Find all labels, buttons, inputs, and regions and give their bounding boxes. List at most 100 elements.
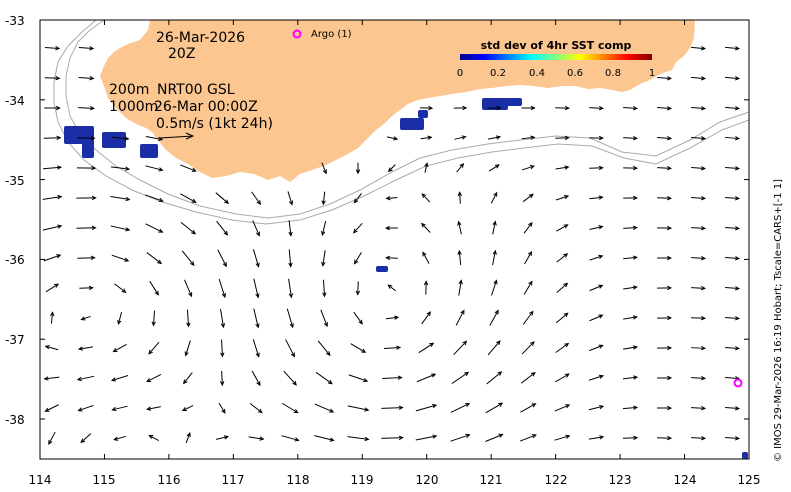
- current-vector: [421, 311, 431, 325]
- x-tick-label: 119: [351, 473, 374, 487]
- current-vector: [422, 251, 430, 264]
- product-label: NRT00 GSL: [157, 82, 235, 98]
- current-vector: [691, 406, 707, 411]
- map-time: 20Z: [168, 46, 195, 62]
- colorbar-tick: 0.4: [529, 68, 545, 79]
- current-vector: [458, 279, 463, 296]
- current-vector: [44, 75, 61, 81]
- current-vector: [42, 194, 63, 200]
- current-vector: [691, 226, 707, 231]
- current-vector: [215, 192, 230, 205]
- current-vector: [76, 195, 97, 201]
- sst-variability-patches: [64, 98, 748, 459]
- current-vector: [657, 375, 673, 381]
- current-vector: [248, 436, 265, 441]
- colorbar-tick: 0: [457, 68, 463, 79]
- current-vector: [110, 195, 131, 202]
- current-vector: [457, 220, 462, 235]
- current-vector: [556, 224, 569, 232]
- sst-patch: [82, 138, 94, 158]
- current-vector: [725, 226, 741, 231]
- x-tick-label: 116: [158, 473, 181, 487]
- current-vector: [657, 315, 673, 321]
- current-vector: [321, 250, 326, 267]
- current-vector: [555, 165, 570, 170]
- current-vector: [111, 405, 128, 412]
- current-vector: [556, 282, 569, 294]
- current-vector: [725, 256, 741, 261]
- current-vector: [283, 370, 297, 386]
- current-vector: [451, 371, 470, 385]
- current-vector: [691, 256, 707, 261]
- analysis-time: 26-Mar 00:00Z: [154, 99, 258, 115]
- current-vector: [622, 375, 639, 380]
- current-vector: [556, 253, 569, 263]
- x-tick-label: 117: [222, 473, 245, 487]
- current-vector: [453, 340, 468, 356]
- current-vector: [42, 224, 63, 231]
- current-vector: [421, 193, 431, 203]
- colorbar-tick: 0.6: [567, 68, 583, 79]
- current-vector: [77, 346, 94, 351]
- current-vector: [288, 220, 293, 237]
- current-vector: [487, 135, 502, 140]
- current-vector: [457, 249, 462, 266]
- current-vector: [77, 255, 96, 261]
- current-vector: [725, 196, 741, 201]
- label-200m: 200m: [109, 82, 149, 98]
- current-vector: [50, 311, 55, 324]
- current-vector: [44, 345, 59, 351]
- x-axis-labels: 114 115 116 117 118 119 120 121 122 123 …: [29, 473, 761, 487]
- current-vector: [589, 254, 604, 261]
- current-vector: [487, 105, 502, 111]
- current-vector: [691, 315, 707, 321]
- current-vector: [588, 435, 605, 440]
- current-vector: [488, 164, 500, 172]
- current-vector: [623, 345, 639, 350]
- colorbar: std dev of 4hr SST comp 0 0.2 0.4 0.6 0.…: [457, 39, 655, 79]
- current-vector: [252, 220, 260, 237]
- current-vector: [43, 254, 62, 262]
- y-tick-label: -34: [5, 94, 25, 108]
- current-vector: [381, 435, 404, 440]
- current-vector: [146, 406, 161, 411]
- current-vector: [252, 339, 260, 358]
- current-vector: [111, 254, 130, 262]
- current-vector: [691, 76, 707, 81]
- current-vector: [487, 340, 501, 356]
- current-vector: [384, 225, 398, 231]
- current-vector: [555, 194, 570, 201]
- current-vector: [416, 373, 437, 383]
- label-1000m: 1000m: [109, 99, 158, 115]
- current-vector: [657, 405, 673, 411]
- current-vector: [657, 345, 673, 351]
- current-vector: [691, 136, 707, 141]
- sst-patch: [140, 144, 158, 158]
- current-vector: [691, 436, 707, 441]
- x-tick-label: 123: [609, 473, 632, 487]
- current-vector: [382, 375, 403, 380]
- current-vector: [184, 279, 193, 298]
- current-vector: [453, 105, 468, 111]
- current-vector: [588, 374, 605, 381]
- current-vector: [145, 223, 164, 233]
- current-vector: [76, 375, 95, 382]
- current-vector: [114, 283, 127, 293]
- current-vector: [385, 195, 398, 201]
- current-vector: [423, 280, 429, 295]
- current-vector: [491, 279, 498, 296]
- current-vector: [450, 403, 471, 413]
- current-vector: [657, 285, 673, 291]
- current-vector: [522, 310, 534, 325]
- current-vector: [77, 135, 96, 141]
- x-tick-label: 114: [29, 473, 52, 487]
- current-vector: [555, 105, 570, 111]
- current-vector: [657, 195, 672, 201]
- current-vector: [317, 340, 331, 357]
- current-vector: [554, 434, 571, 441]
- current-vector: [253, 278, 260, 299]
- current-vector: [352, 222, 363, 234]
- sst-patch: [418, 110, 428, 118]
- current-vector: [725, 76, 741, 81]
